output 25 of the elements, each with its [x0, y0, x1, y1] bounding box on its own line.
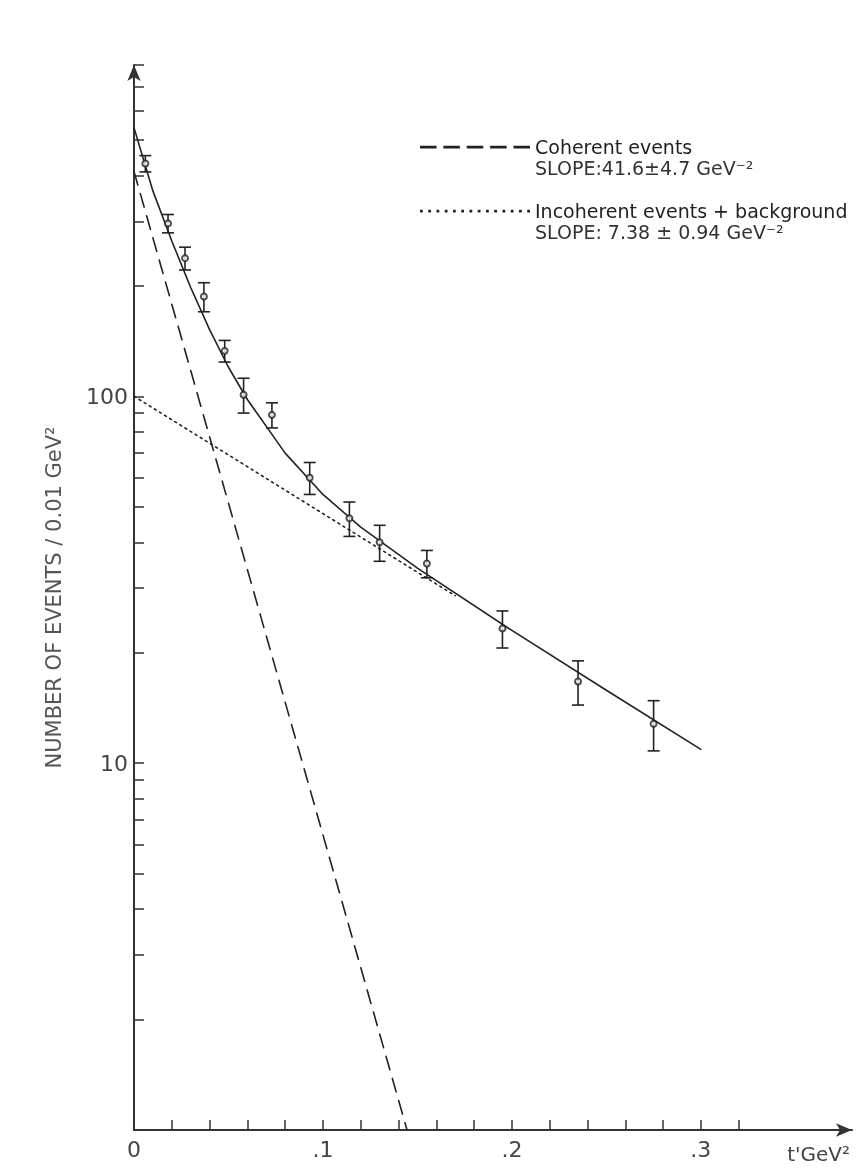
- x-axis-title: t'GeV²: [787, 1142, 850, 1166]
- y-axis-title: NUMBER OF EVENTS / 0.01 GeV²: [41, 426, 66, 769]
- point: [305, 473, 314, 482]
- legend-label: Coherent events: [535, 136, 693, 158]
- x-tick-label: .2: [501, 1136, 523, 1162]
- point: [239, 390, 248, 399]
- y-tick-label: 100: [86, 383, 128, 409]
- legend-label: Incoherent events + background: [535, 200, 848, 222]
- point: [574, 677, 583, 686]
- point: [199, 292, 208, 301]
- x-tick-label: .3: [690, 1136, 712, 1162]
- point: [220, 346, 229, 355]
- point: [164, 219, 173, 228]
- annotation: SLOPE:41.6±4.7 GeV⁻²: [535, 156, 754, 179]
- x-tick-label: .1: [312, 1136, 334, 1162]
- point: [267, 410, 276, 419]
- y-tick-label: 10: [100, 750, 128, 776]
- point: [649, 719, 658, 728]
- x-tick-label: 0: [127, 1136, 141, 1162]
- point: [422, 559, 431, 568]
- point: [181, 254, 190, 263]
- point: [498, 624, 507, 633]
- point: [345, 514, 354, 523]
- point: [141, 159, 150, 168]
- point: [375, 538, 384, 547]
